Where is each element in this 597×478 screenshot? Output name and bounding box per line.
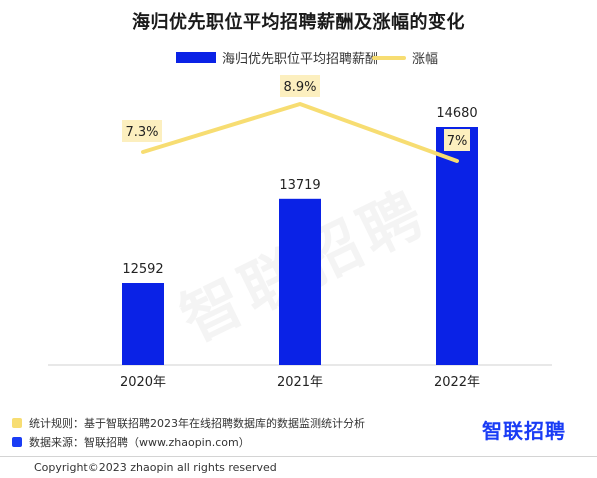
chart-title: 海归优先职位平均招聘薪酬及涨幅的变化 (132, 12, 465, 33)
legend-label-growth: 涨幅 (412, 52, 439, 67)
bar-1 (279, 198, 321, 365)
note-stat-rule: 统计规则：基于智联招聘2023年在线招聘数据库的数据监测统计分析 (12, 415, 365, 431)
growth-value-label: 8.9% (283, 80, 316, 95)
legend-swatch-line (372, 55, 406, 60)
footer-divider (0, 456, 597, 457)
legend-item-growth: 涨幅 (372, 48, 438, 67)
legend: 海归优先职位平均招聘薪酬 涨幅 (0, 48, 597, 68)
bar-value-label: 14680 (436, 106, 477, 121)
bar-line-chart: 12592 2020年 13719 2021年 14680 2022年 7.3% 8.9% 7% (48, 75, 552, 390)
growth-line (141, 102, 459, 163)
x-tick-label: 2020年 (120, 375, 166, 390)
x-tick-label: 2022年 (434, 375, 480, 390)
bar-value-label: 12592 (122, 262, 163, 277)
growth-label-bg (280, 75, 320, 97)
note-text: 数据来源：智联招聘（www.zhaopin.com） (29, 436, 250, 449)
growth-value-label: 7% (447, 134, 468, 149)
note-dot-yellow (12, 418, 22, 428)
copyright: Copyright©2023 zhaopin all rights reserv… (34, 461, 277, 474)
bar-value-label: 13719 (279, 178, 320, 193)
legend-item-salary: 海归优先职位平均招聘薪酬 (176, 48, 378, 67)
growth-value-label: 7.3% (125, 125, 158, 140)
note-dot-blue (12, 437, 22, 447)
note-text: 统计规则：基于智联招聘2023年在线招聘数据库的数据监测统计分析 (29, 417, 365, 430)
growth-label-bg (122, 120, 162, 142)
zhaopin-logo: 智联招聘 (482, 419, 566, 443)
bar-2 (436, 127, 478, 365)
note-source: 数据来源：智联招聘（www.zhaopin.com） (12, 434, 250, 450)
legend-label-salary: 海归优先职位平均招聘薪酬 (222, 52, 379, 67)
x-tick-label: 2021年 (277, 375, 323, 390)
legend-swatch-bar (176, 52, 216, 63)
bar-0 (122, 283, 164, 365)
growth-label-bg (444, 129, 470, 151)
